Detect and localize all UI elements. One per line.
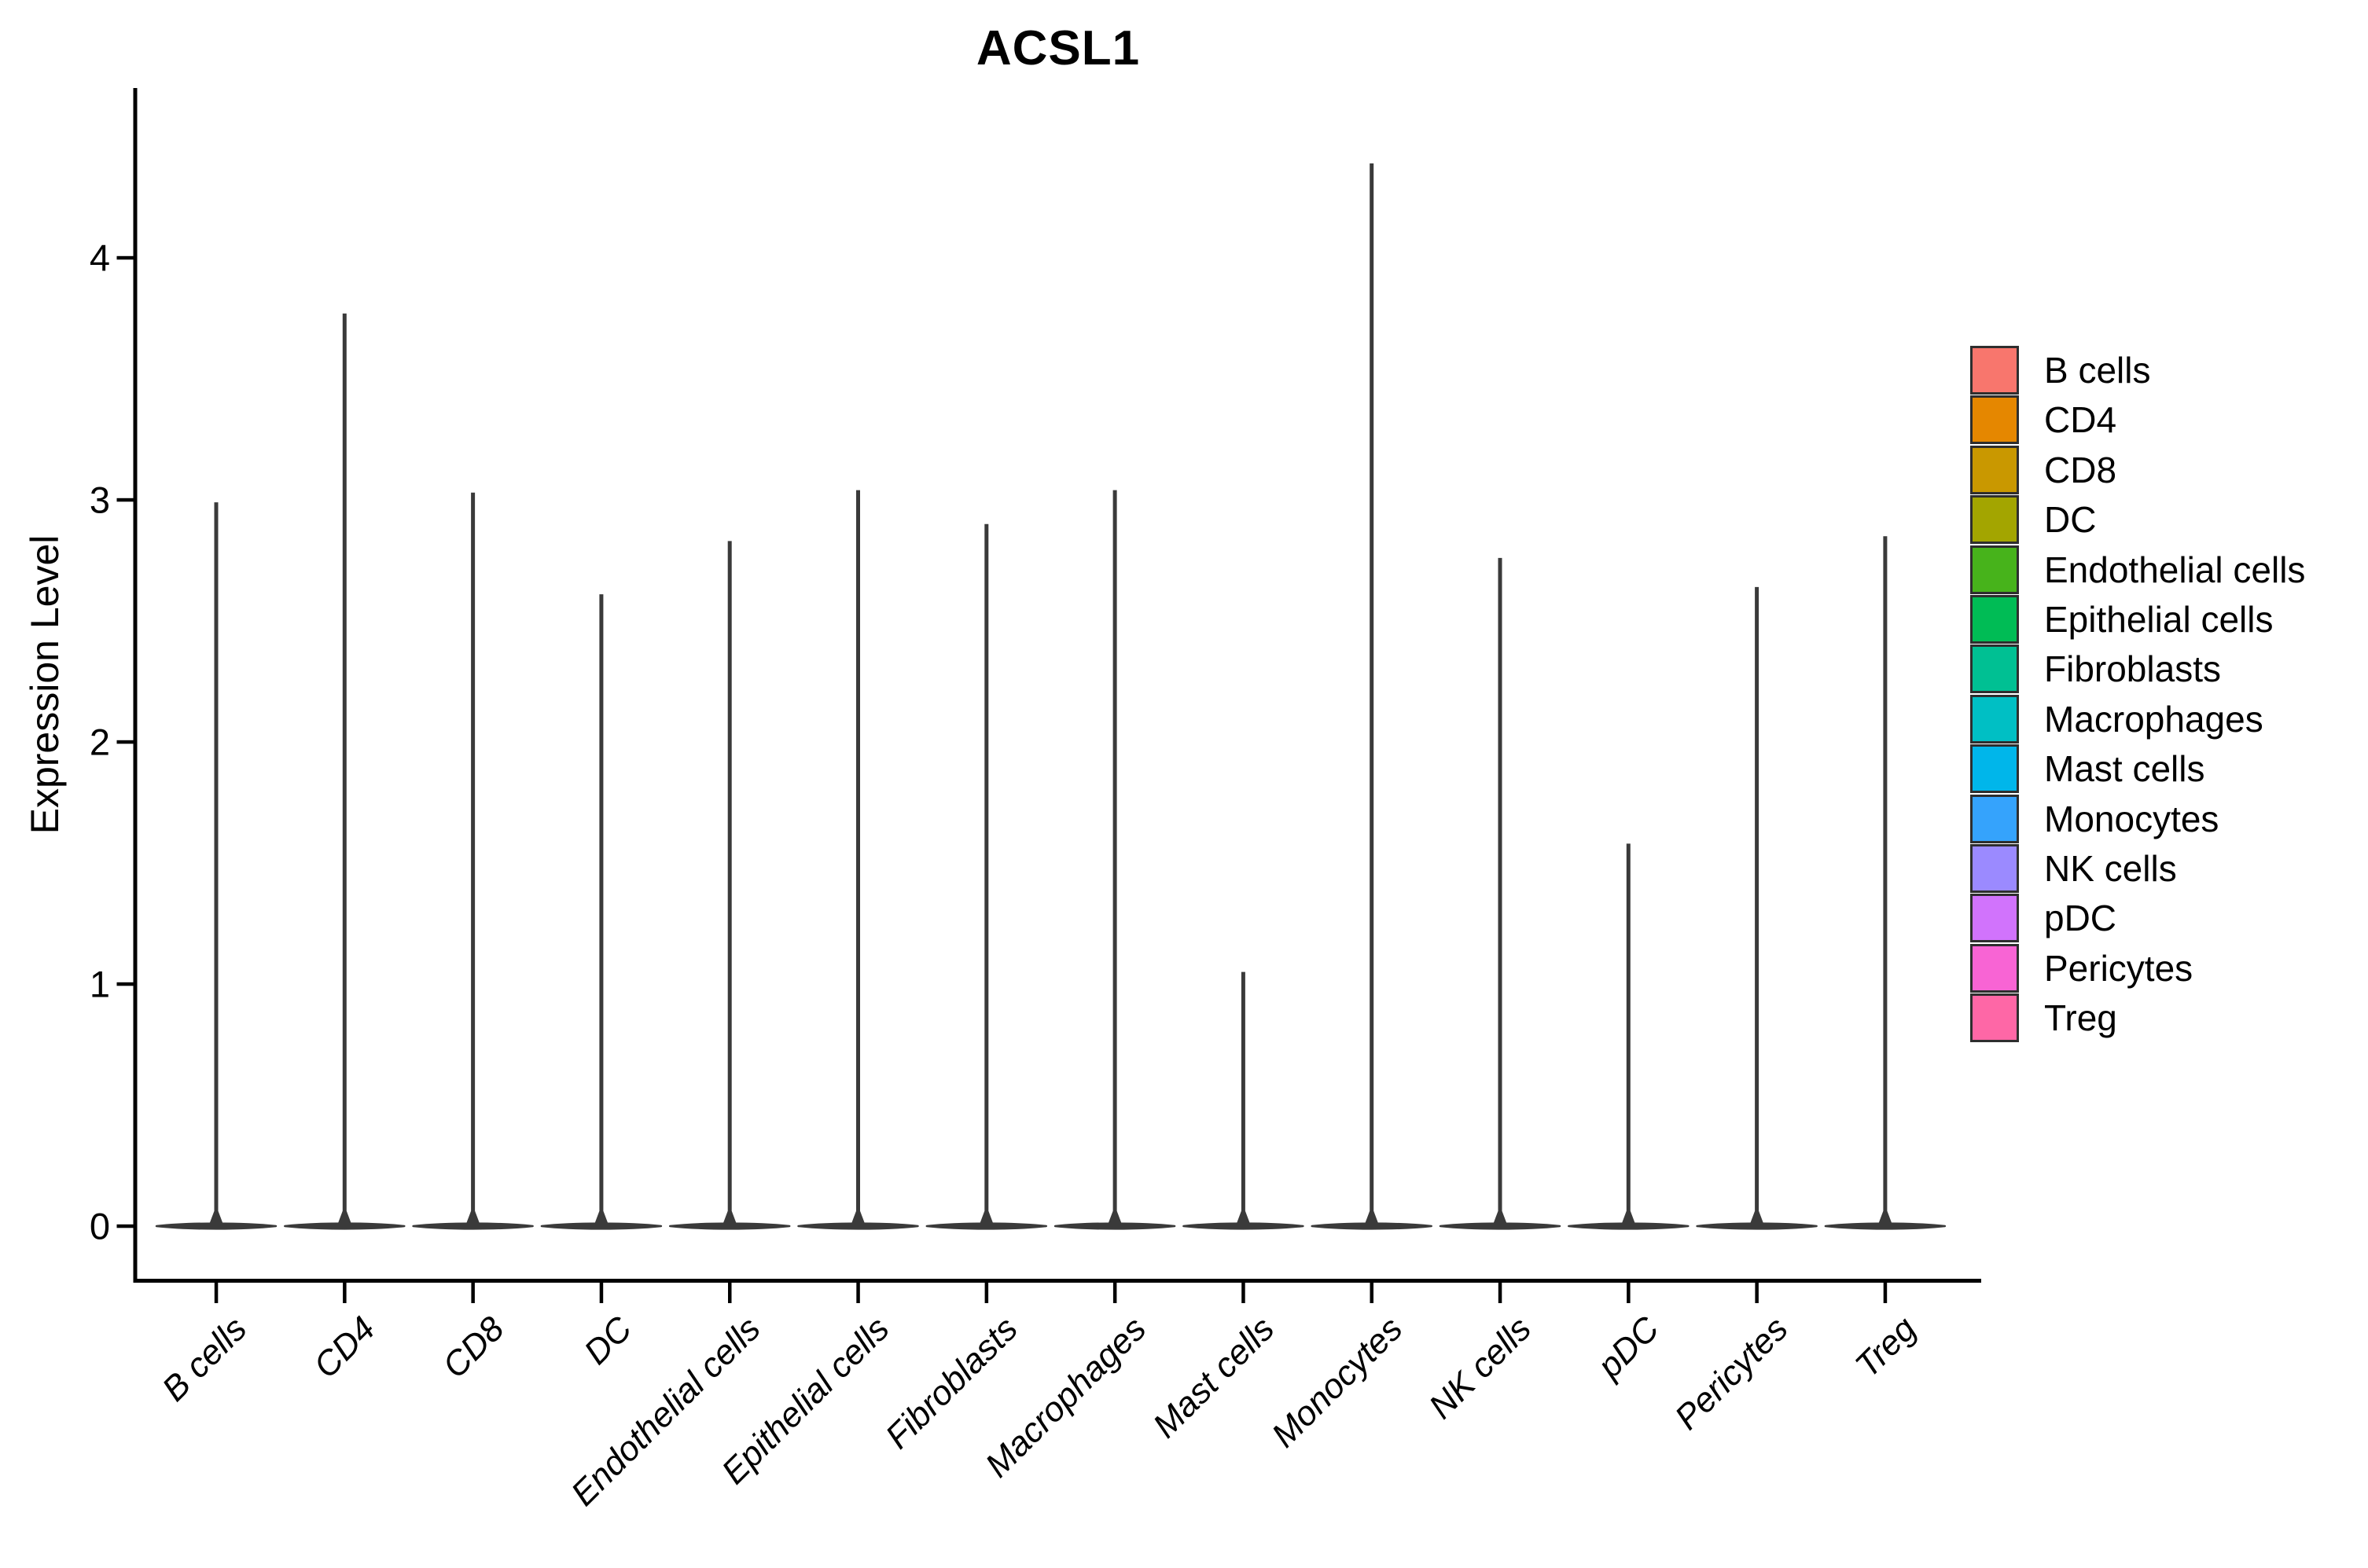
- legend-swatch: [1970, 445, 2019, 494]
- y-axis-line: [133, 88, 138, 1282]
- legend-item: Pericytes: [1970, 943, 2305, 993]
- y-tick-label: 3: [89, 479, 110, 521]
- x-tick-mark: [1241, 1283, 1245, 1303]
- x-tick-mark: [214, 1283, 219, 1303]
- legend-label: Monocytes: [2044, 798, 2219, 839]
- x-tick-mark: [599, 1283, 604, 1303]
- legend-item: Monocytes: [1970, 794, 2305, 843]
- legend-label: Endothelial cells: [2044, 549, 2306, 590]
- x-tick-mark: [471, 1283, 475, 1303]
- x-tick-mark: [984, 1283, 989, 1303]
- violin-base: [1696, 1222, 1818, 1230]
- violin-base: [1182, 1222, 1304, 1230]
- legend-item: NK cells: [1970, 843, 2305, 893]
- violin-base: [540, 1222, 663, 1230]
- y-tick-label: 2: [89, 721, 110, 763]
- y-tick-mark: [116, 982, 134, 986]
- x-tick-mark: [728, 1283, 732, 1303]
- y-tick-mark: [116, 498, 134, 502]
- legend-swatch: [1970, 495, 2019, 545]
- legend-swatch: [1970, 794, 2019, 843]
- legend-swatch: [1970, 993, 2019, 1043]
- plot-title: ACSL1: [976, 21, 1141, 75]
- y-tick-mark: [116, 255, 134, 260]
- x-tick-mark: [1498, 1283, 1502, 1303]
- legend-item: Macrophages: [1970, 694, 2305, 744]
- x-axis-line: [133, 1279, 1981, 1283]
- legend-label: Treg: [2044, 997, 2117, 1039]
- legend-item: Fibroblasts: [1970, 644, 2305, 694]
- violin-base: [925, 1222, 1048, 1230]
- legend-item: CD8: [1970, 445, 2305, 494]
- legend-item: pDC: [1970, 894, 2305, 943]
- legend-swatch: [1970, 594, 2019, 644]
- legend-item: DC: [1970, 495, 2305, 545]
- legend-item: B cells: [1970, 346, 2305, 395]
- legend-swatch: [1970, 545, 2019, 594]
- x-tick-mark: [1112, 1283, 1117, 1303]
- y-tick-label: 1: [89, 963, 110, 1005]
- violin-base: [155, 1222, 278, 1230]
- violin-base: [1568, 1222, 1690, 1230]
- legend-label: CD8: [2044, 449, 2117, 490]
- legend: B cells CD4 CD8 DC Endothelial cells Epitheli…: [1970, 346, 2305, 1043]
- legend-label: Macrophages: [2044, 698, 2263, 740]
- violin-base: [668, 1222, 791, 1230]
- legend-item: Treg: [1970, 993, 2305, 1043]
- y-tick-mark: [116, 1224, 134, 1228]
- x-tick-mark: [1370, 1283, 1373, 1303]
- y-tick-mark: [116, 740, 134, 744]
- violin-base: [797, 1222, 919, 1230]
- legend-swatch: [1970, 346, 2019, 395]
- legend-swatch: [1970, 644, 2019, 694]
- x-tick-mark: [1755, 1283, 1759, 1303]
- legend-swatch: [1970, 843, 2019, 893]
- legend-label: NK cells: [2044, 847, 2177, 889]
- legend-swatch: [1970, 744, 2019, 794]
- legend-swatch: [1970, 694, 2019, 744]
- legend-label: DC: [2044, 499, 2097, 541]
- legend-swatch: [1970, 943, 2019, 993]
- legend-swatch: [1970, 395, 2019, 445]
- legend-label: Epithelial cells: [2044, 598, 2274, 640]
- y-tick-label: 0: [89, 1205, 110, 1247]
- legend-label: B cells: [2044, 350, 2151, 391]
- legend-item: Endothelial cells: [1970, 545, 2305, 594]
- x-tick-mark: [343, 1283, 347, 1303]
- legend-item: Mast cells: [1970, 744, 2305, 794]
- x-tick-mark: [1627, 1283, 1631, 1303]
- violin-base: [284, 1222, 406, 1230]
- legend-item: CD4: [1970, 395, 2305, 445]
- violin-base: [412, 1222, 534, 1230]
- x-tick-mark: [1883, 1283, 1888, 1303]
- violin-base: [1824, 1222, 1947, 1230]
- y-axis-title: Expression Level: [23, 534, 67, 835]
- violin-base: [1311, 1222, 1432, 1230]
- legend-label: Mast cells: [2044, 748, 2205, 790]
- legend-swatch: [1970, 894, 2019, 943]
- x-tick-mark: [856, 1283, 860, 1303]
- violin-base: [1439, 1222, 1561, 1230]
- violin-base: [1053, 1222, 1176, 1230]
- legend-label: pDC: [2044, 898, 2117, 939]
- legend-label: Pericytes: [2044, 947, 2193, 989]
- legend-label: CD4: [2044, 399, 2117, 441]
- y-tick-label: 4: [89, 237, 110, 279]
- legend-item: Epithelial cells: [1970, 594, 2305, 644]
- legend-label: Fibroblasts: [2044, 648, 2221, 690]
